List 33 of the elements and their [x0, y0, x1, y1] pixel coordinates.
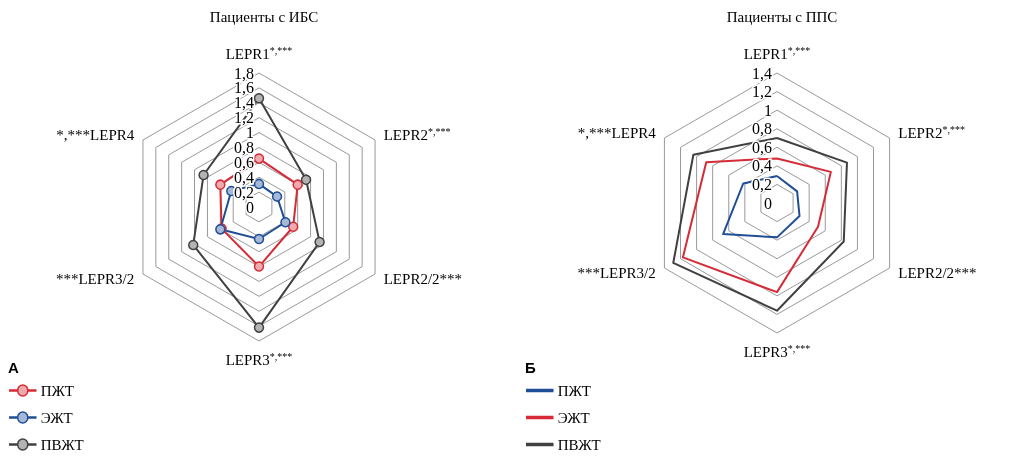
y-tick-label: 1,8 [234, 64, 254, 82]
legend-label: ПЖТ [557, 382, 591, 399]
y-tick-label: 0 [764, 194, 772, 212]
spoke-label: LEPR3*,*** [743, 342, 811, 360]
spoke-label: *,***LEPR4 [56, 127, 135, 143]
legend-label: ПВЖТ [557, 436, 601, 453]
y-tick-label: 0,2 [752, 175, 772, 193]
legend-label: ЭЖТ [557, 409, 590, 426]
spoke-label: LEPR2*,*** [898, 123, 965, 141]
chart-title: Пациенты с ППС [726, 8, 838, 25]
text: Б [525, 359, 536, 376]
y-tick-label: 1 [764, 101, 772, 119]
y-tick-label: 1,4 [234, 94, 254, 112]
spoke-label: ***LEPR3/2 [577, 265, 656, 281]
spoke-label: ***LEPR3/2 [55, 271, 135, 287]
y-tick-label: 0,6 [752, 138, 772, 156]
spoke-label: LEPR2/2*** [898, 265, 977, 281]
spoke-label: LEPR2*,*** [383, 125, 451, 143]
y-tick-label: 0 [246, 198, 254, 216]
spoke-label: *,***LEPR4 [577, 125, 657, 141]
spoke-label: LEPR1*,*** [225, 44, 293, 62]
spoke-label: LEPR3*,*** [225, 350, 293, 368]
legend-label: ПВЖТ [40, 436, 84, 453]
legend-label: ЭЖТ [40, 409, 73, 426]
legend-label: ПЖТ [40, 382, 74, 399]
text: А [8, 359, 19, 376]
spoke-label: LEPR1*,*** [743, 44, 811, 62]
y-tick-label: 0,8 [752, 120, 772, 138]
y-tick-label: 0,4 [752, 157, 772, 175]
spoke-label: LEPR2/2*** [383, 271, 463, 287]
y-tick-label: 1,2 [752, 83, 772, 101]
y-tick-label: 1,4 [752, 64, 772, 82]
chart-title: Пациенты с ИБС [209, 8, 319, 25]
